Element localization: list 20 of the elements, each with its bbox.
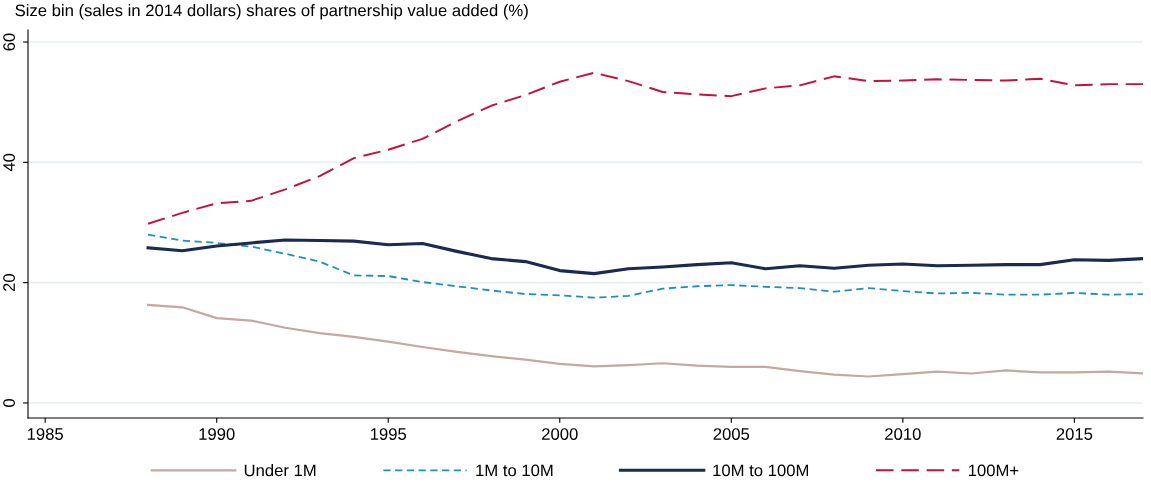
- line-series: [147, 233, 1143, 299]
- x-tick-label: 2000: [542, 428, 578, 440]
- y-tick-label: 0: [3, 398, 15, 407]
- line-series: [147, 71, 1143, 225]
- x-tick-label: 2005: [713, 428, 750, 440]
- y-tick-label: 20: [3, 274, 15, 292]
- legend-label: 100M+: [968, 464, 1019, 477]
- line-series: [146, 303, 1143, 378]
- legend-label: 1M to 10M: [476, 464, 553, 477]
- y-tick-label: 40: [3, 153, 15, 172]
- x-tick-label: 1985: [27, 428, 63, 440]
- x-tick-label: 1990: [199, 428, 235, 440]
- line-series: [146, 238, 1143, 276]
- legend-label: 10M to 100M: [713, 464, 809, 477]
- x-tick-label: 2010: [885, 428, 921, 440]
- y-tick-label: 60: [3, 33, 15, 51]
- legend-label: Under 1M: [244, 464, 316, 477]
- chart-title: Size bin (sales in 2014 dollars) shares of partnership value added (%): [15, 4, 528, 20]
- x-tick-label: 1995: [370, 428, 407, 440]
- x-tick-label: 2015: [1056, 428, 1093, 440]
